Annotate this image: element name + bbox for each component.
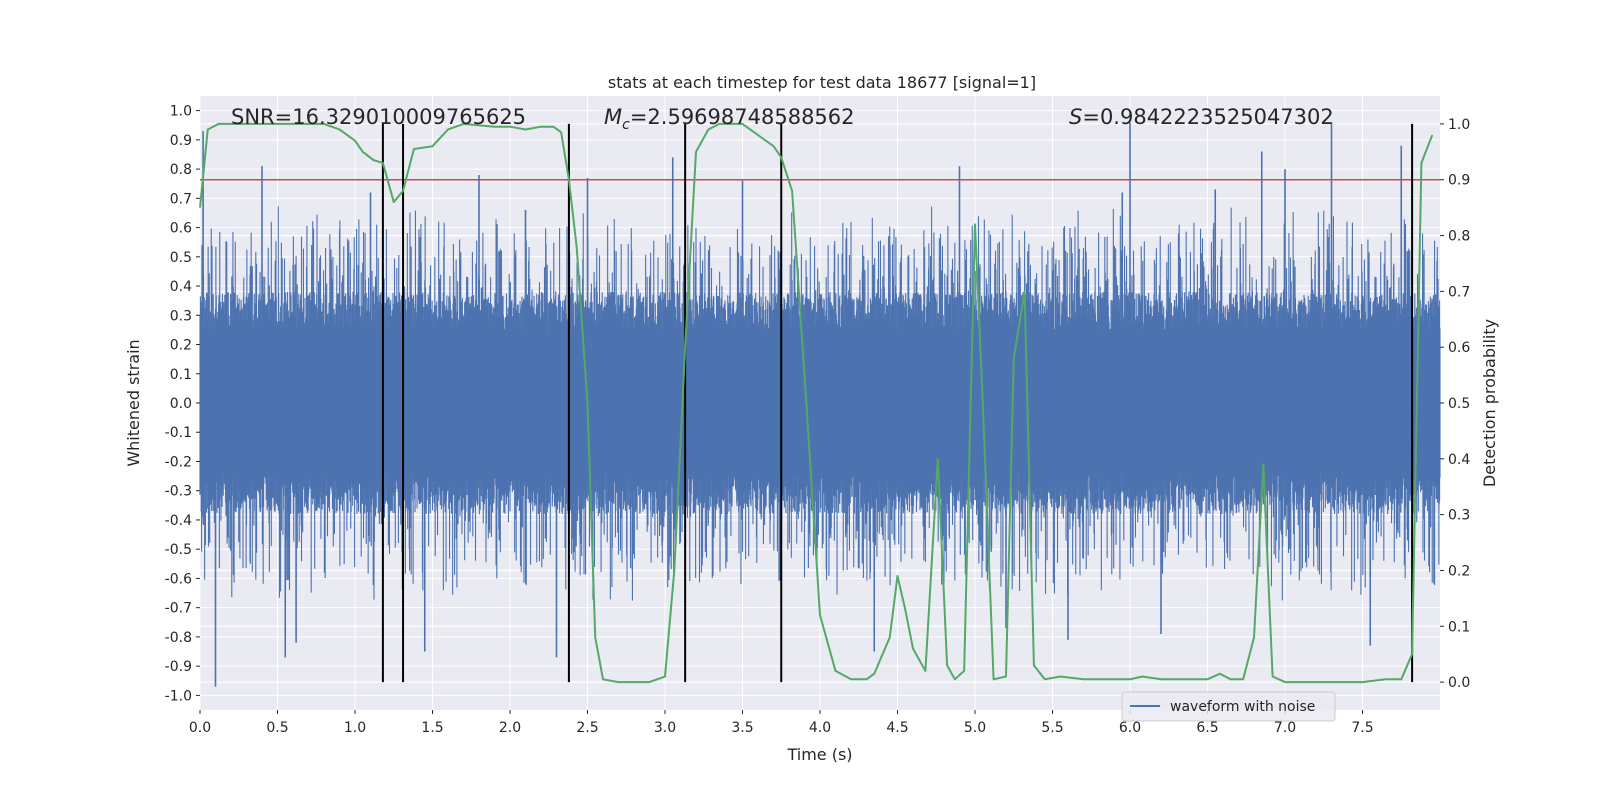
y-right-tick-label: 0.4 bbox=[1448, 452, 1470, 468]
x-tick-label: 0.5 bbox=[266, 720, 288, 736]
mc-subscript: c bbox=[622, 117, 630, 133]
mc-value: =2.59698748588562 bbox=[630, 105, 855, 129]
y-left-tick-label: 0.6 bbox=[170, 221, 192, 237]
y-right-tick-label: 1.0 bbox=[1448, 117, 1470, 133]
y-axis-right: 1.0 0.9 0.8 0.7 0.6 0.5 0.4 0.3 0.2 0.1 0.0 bbox=[1440, 117, 1470, 691]
y-left-tick-label: 0.2 bbox=[170, 338, 192, 354]
y-left-tick-label: 0.8 bbox=[170, 162, 192, 178]
x-tick-label: 5.0 bbox=[964, 720, 986, 736]
x-tick-label: 2.0 bbox=[499, 720, 521, 736]
legend: waveform with noise bbox=[1121, 691, 1336, 722]
s-annotation: S=0.9842223525047302 bbox=[1069, 105, 1334, 129]
mc-symbol: M bbox=[604, 105, 622, 129]
s-symbol: S bbox=[1069, 105, 1082, 129]
y-left-tick-label: 0.4 bbox=[170, 279, 192, 295]
x-tick-label: 4.5 bbox=[886, 720, 908, 736]
y-left-tick-label: 0.0 bbox=[170, 396, 192, 412]
x-tick-label: 1.0 bbox=[344, 720, 366, 736]
y-right-tick-label: 0.5 bbox=[1448, 396, 1470, 412]
x-tick-label: 3.5 bbox=[731, 720, 753, 736]
y-left-tick-label: 0.5 bbox=[170, 250, 192, 266]
y-left-tick-label: -1.0 bbox=[165, 688, 192, 704]
y-right-tick-label: 0.1 bbox=[1448, 619, 1470, 635]
probability-line bbox=[199, 122, 1434, 684]
x-tick-label: 4.0 bbox=[809, 720, 831, 736]
y-left-tick-label: 1.0 bbox=[170, 104, 192, 120]
y-right-tick-label: 0.8 bbox=[1448, 229, 1470, 245]
x-tick-label: 0.0 bbox=[189, 720, 211, 736]
y-left-tick-label: -0.6 bbox=[165, 571, 192, 587]
y-left-tick-label: -0.2 bbox=[165, 454, 192, 470]
x-tick-label: 6.5 bbox=[1196, 720, 1218, 736]
waveform-series bbox=[199, 122, 1441, 687]
s-value: =0.9842223525047302 bbox=[1082, 105, 1333, 129]
y-left-tick-label: 0.7 bbox=[170, 191, 192, 207]
snr-annotation: SNR=16.329010009765625 bbox=[231, 105, 526, 129]
probability-series bbox=[199, 122, 1434, 684]
legend-box bbox=[1121, 691, 1336, 722]
y-left-tick-label: 0.9 bbox=[170, 133, 192, 149]
y-left-tick-label: -0.7 bbox=[165, 601, 192, 617]
x-tick-label: 3.0 bbox=[654, 720, 676, 736]
y-right-tick-label: 0.3 bbox=[1448, 508, 1470, 524]
x-axis: 0.0 0.5 1.0 1.5 2.0 2.5 3.0 3.5 4.0 4.5 5.0 5.5 6.0 6… bbox=[189, 710, 1374, 736]
y-axis-left-label: Whitened strain bbox=[124, 339, 143, 466]
mc-annotation: Mc=2.59698748588562 bbox=[604, 105, 855, 133]
y-left-tick-label: -0.8 bbox=[165, 630, 192, 646]
y-left-tick-label: 0.3 bbox=[170, 308, 192, 324]
x-tick-label: 7.5 bbox=[1351, 720, 1373, 736]
y-left-tick-label: -0.4 bbox=[165, 513, 192, 529]
event-markers bbox=[381, 123, 1414, 683]
legend-label: waveform with noise bbox=[1170, 699, 1315, 715]
y-left-tick-label: -0.5 bbox=[165, 542, 192, 558]
y-right-tick-label: 0.6 bbox=[1448, 340, 1470, 356]
chart-title: stats at each timestep for test data 186… bbox=[608, 73, 1036, 92]
y-left-tick-label: -0.1 bbox=[165, 425, 192, 441]
y-right-tick-label: 0.7 bbox=[1448, 284, 1470, 300]
y-left-tick-label: -0.3 bbox=[165, 484, 192, 500]
y-right-tick-label: 0.0 bbox=[1448, 675, 1470, 691]
y-axis-right-label: Detection probability bbox=[1480, 319, 1499, 487]
x-tick-label: 6.0 bbox=[1119, 720, 1141, 736]
x-axis-label: Time (s) bbox=[786, 745, 852, 764]
x-tick-label: 7.0 bbox=[1274, 720, 1296, 736]
x-tick-label: 1.5 bbox=[421, 720, 443, 736]
x-tick-label: 2.5 bbox=[576, 720, 598, 736]
y-right-tick-label: 0.9 bbox=[1448, 173, 1470, 189]
y-axis-left: 1.0 0.9 0.8 0.7 0.6 0.5 0.4 0.3 0.2 0.1 0.0 -0.1 -0.… bbox=[165, 104, 200, 704]
y-left-tick-label: 0.1 bbox=[170, 367, 192, 383]
x-tick-label: 5.5 bbox=[1041, 720, 1063, 736]
y-left-tick-label: -0.9 bbox=[165, 659, 192, 675]
y-right-tick-label: 0.2 bbox=[1448, 563, 1470, 579]
